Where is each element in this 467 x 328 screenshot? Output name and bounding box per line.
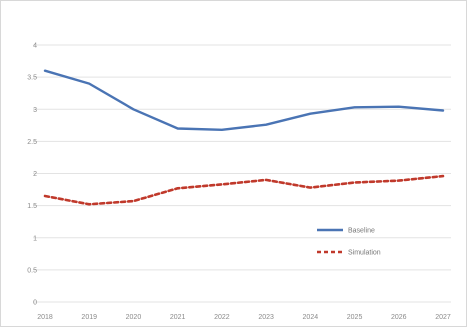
y-tick-label: 4 [33,43,37,50]
y-axis: 0 0.5 1 1.5 2 2.5 3 3.5 4 [27,43,37,307]
legend-label-baseline: Baseline [348,228,375,235]
x-tick-label: 2022 [214,314,230,321]
y-tick-label: 1 [33,235,37,242]
y-tick-label: 3 [33,107,37,114]
x-tick-label: 2018 [37,314,53,321]
legend-label-simulation: Simulation [348,250,381,257]
gridlines [33,44,451,303]
y-tick-label: 0 [33,300,37,307]
y-tick-label: 2.5 [27,139,37,146]
x-tick-label: 2020 [126,314,142,321]
y-tick-label: 1.5 [27,203,37,210]
legend: Baseline Simulation [317,228,381,257]
y-tick-label: 2 [33,171,37,178]
x-tick-label: 2023 [258,314,274,321]
x-tick-label: 2027 [435,314,451,321]
x-tick-label: 2019 [81,314,97,321]
x-tick-label: 2026 [391,314,407,321]
x-tick-label: 2021 [170,314,186,321]
x-tick-label: 2025 [347,314,363,321]
series-line-simulation [43,174,445,206]
x-tick-label: 2024 [303,314,319,321]
series-lines [43,69,445,206]
y-tick-label: 0.5 [27,267,37,274]
y-tick-label: 3.5 [27,75,37,82]
x-axis: 2018 2019 2020 2021 2022 2023 2024 2025 2026 2027 [37,314,451,321]
series-line-baseline [43,69,445,132]
